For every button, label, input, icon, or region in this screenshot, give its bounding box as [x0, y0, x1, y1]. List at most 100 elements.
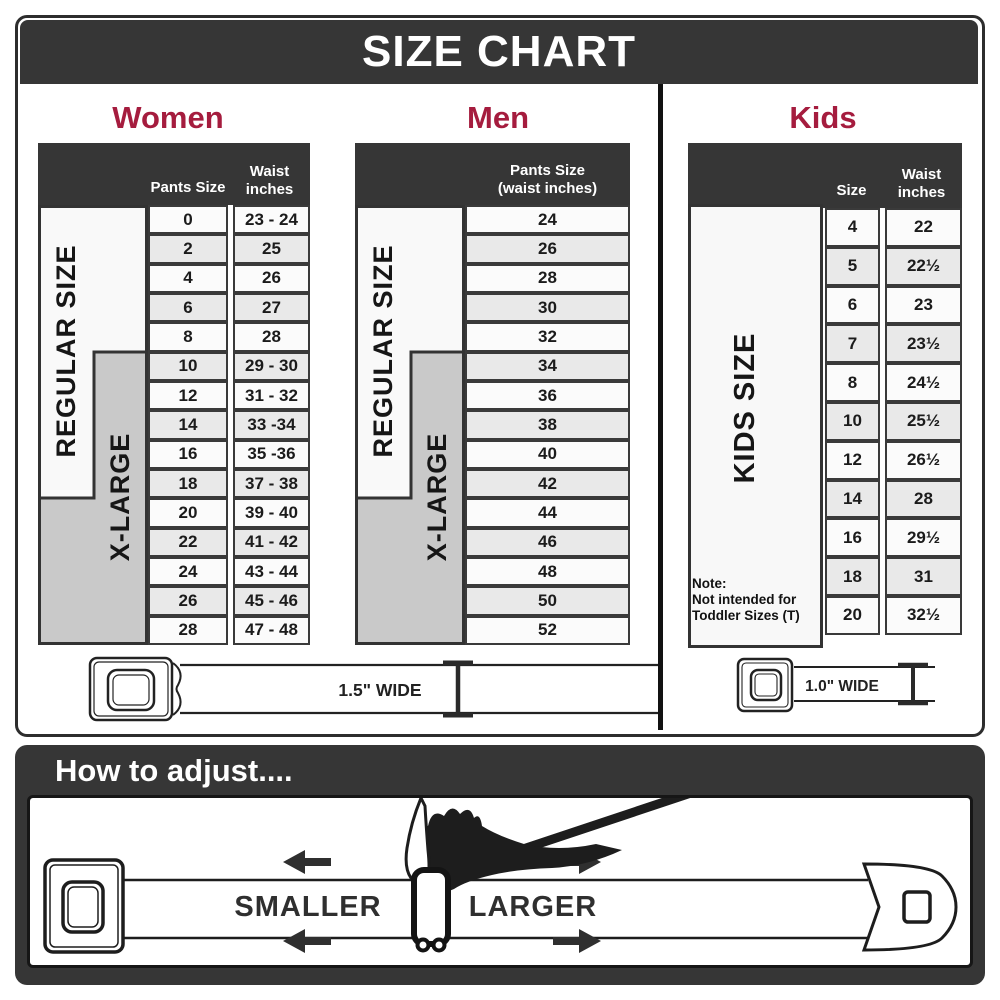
- women-size-cell: 0: [148, 205, 228, 235]
- how-to-adjust-section: How to adjust....: [15, 745, 985, 985]
- kids-size-cell: 20: [825, 595, 880, 635]
- women-heading: Women: [112, 100, 224, 135]
- kids-size-cell: 14: [825, 479, 880, 519]
- women-size-cell: 22: [148, 527, 228, 557]
- women-size-cell: 39 - 40: [233, 498, 310, 528]
- kids-size-cell: 5: [825, 246, 880, 286]
- kids-size-cell: 28: [885, 479, 962, 519]
- panel-divider: [658, 84, 663, 730]
- women-size-cell: 28: [148, 615, 228, 645]
- women-size-cell: 27: [233, 292, 310, 323]
- adjust-buckle-button: [61, 880, 105, 934]
- kids-buckle-button: [749, 668, 783, 702]
- women-xlarge-label: X-LARGE: [105, 432, 135, 562]
- men-size-cell: 36: [465, 380, 630, 411]
- page-title: SIZE CHART: [362, 27, 636, 76]
- kids-size-cell: 31: [885, 557, 962, 596]
- kids-belt-illustration: 1.0" WIDE: [736, 657, 935, 713]
- adult-buckle-inner-line: [93, 661, 169, 717]
- kids-size-table: 4 22 5 22½ 6 23 7 23½ 8 24½ 10 25½ 12 26½ 14 28 16 29½ 18 3…: [825, 208, 962, 635]
- men-table-header: Pants Size (waist inches): [355, 143, 630, 205]
- arrow-right-bottom-icon: [553, 929, 601, 953]
- men-size-bands: [355, 205, 465, 645]
- men-size-cell: 46: [465, 527, 630, 557]
- women-size-cell: 2: [148, 234, 228, 264]
- kids-size-cell: 12: [825, 440, 880, 480]
- women-size-cell: 10: [148, 351, 228, 381]
- women-size-cell: 33 -34: [233, 410, 310, 440]
- adult-buckle-clip: [172, 662, 182, 716]
- women-size-cell: 25: [233, 234, 310, 264]
- kids-size-cell: 23: [885, 285, 962, 325]
- women-size-cell: 23 - 24: [233, 205, 310, 235]
- men-pants-size-header: Pants Size (waist inches): [497, 162, 598, 197]
- kids-size-band-label: KIDS SIZE: [729, 332, 761, 484]
- men-regular-size-label: REGULAR SIZE: [368, 244, 398, 458]
- adult-buckle-button-inner: [112, 674, 150, 706]
- kids-size-cell: 6: [825, 285, 880, 325]
- men-size-cell: 32: [465, 322, 630, 352]
- men-size-table: 24 26 28 30 32 34 36 38 40 42 44 46 48 50 52: [465, 205, 630, 645]
- women-size-cell: 47 - 48: [233, 615, 310, 645]
- kids-size-cell: 18: [825, 557, 880, 596]
- kids-table-header: Size Waist inches: [688, 143, 962, 208]
- women-regular-band: [38, 205, 148, 500]
- women-size-cell: 12: [148, 380, 228, 411]
- kids-size-cell: 7: [825, 324, 880, 364]
- kids-size-cell: 8: [825, 363, 880, 402]
- kids-buckle-inner-line: [741, 662, 789, 708]
- kids-size-cell: 24½: [885, 363, 962, 402]
- men-size-cell: 38: [465, 410, 630, 440]
- kids-size-header: Size: [836, 182, 867, 199]
- larger-label: LARGER: [468, 891, 598, 923]
- adjust-belt-diagram: [43, 798, 958, 954]
- kids-size-cell: 32½: [885, 595, 962, 635]
- kids-size-cell: 29½: [885, 518, 962, 558]
- women-size-cell: 14: [148, 410, 228, 440]
- kids-belt-width-label: 1.0" WIDE: [805, 678, 879, 695]
- women-size-cell: 26: [148, 586, 228, 616]
- adjust-heading: How to adjust....: [55, 753, 293, 788]
- kids-heading: Kids: [789, 100, 857, 135]
- title-bar: SIZE CHART: [20, 20, 978, 84]
- hand-icon: [410, 808, 622, 893]
- adult-belt-width-label: 1.5" WIDE: [338, 680, 421, 700]
- adult-buckle-button: [106, 668, 156, 712]
- adult-belt-illustration: 1.5" WIDE: [88, 656, 658, 722]
- kids-size-cell: 22½: [885, 246, 962, 286]
- women-waist-header: Waist inches: [245, 163, 294, 198]
- women-size-cell: 24: [148, 556, 228, 587]
- kids-size-cell: 23½: [885, 324, 962, 364]
- men-xlarge-label: X-LARGE: [422, 432, 452, 562]
- women-size-cell: 45 - 46: [233, 586, 310, 616]
- women-size-cell: 16: [148, 439, 228, 469]
- adjuster-loop-right: [431, 937, 447, 953]
- women-size-cell: 8: [148, 322, 228, 352]
- smaller-label: SMALLER: [234, 891, 382, 923]
- women-pants-size-header: Pants Size: [150, 179, 226, 196]
- kids-buckle-button-inner: [754, 673, 778, 697]
- women-size-cell: 35 -36: [233, 439, 310, 469]
- women-size-cell: 6: [148, 292, 228, 323]
- kids-size-cell: 4: [825, 208, 880, 247]
- women-size-bands: [38, 205, 148, 645]
- size-chart-container: SIZE CHART Women Men Kids Pants Size Wai…: [15, 15, 985, 737]
- women-size-cell: 37 - 38: [233, 468, 310, 499]
- men-size-cell: 50: [465, 586, 630, 616]
- adjust-diagram-panel: SMALLER LARGER: [27, 795, 973, 968]
- men-regular-band: [355, 205, 465, 500]
- kids-size-cell: 25½: [885, 401, 962, 441]
- women-regular-size-label: REGULAR SIZE: [51, 244, 81, 458]
- men-size-cell: 44: [465, 498, 630, 528]
- men-size-cell: 24: [465, 205, 630, 235]
- belt-tip-hole: [902, 890, 932, 924]
- women-size-cell: 29 - 30: [233, 351, 310, 381]
- men-size-cell: 48: [465, 556, 630, 587]
- kids-size-cell: 10: [825, 401, 880, 441]
- women-size-cell: 43 - 44: [233, 556, 310, 587]
- adjust-buckle-button-inner: [67, 886, 99, 928]
- kids-toddler-note: Note: Not intended for Toddler Sizes (T): [692, 576, 800, 624]
- men-size-cell: 30: [465, 292, 630, 323]
- kids-size-cell: 22: [885, 208, 962, 247]
